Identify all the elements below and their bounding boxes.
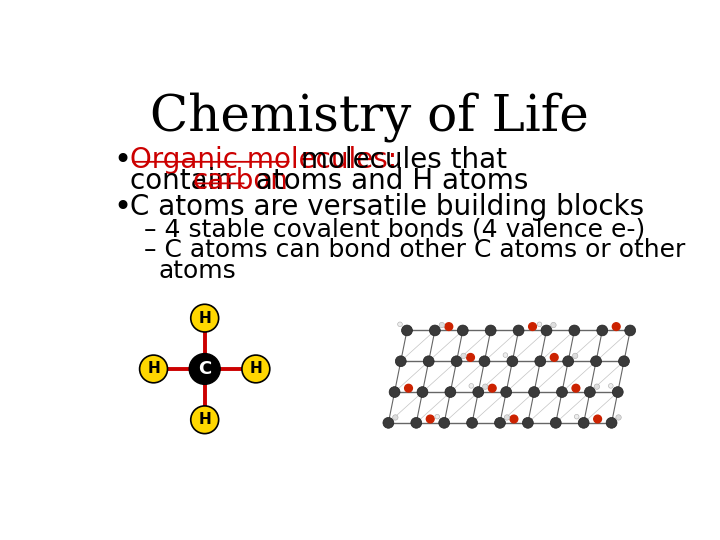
Circle shape [479, 356, 490, 367]
Circle shape [597, 325, 608, 336]
Text: Organic molecules:: Organic molecules: [130, 146, 397, 174]
Circle shape [189, 354, 220, 384]
Circle shape [488, 384, 496, 392]
Circle shape [578, 417, 589, 428]
Circle shape [457, 325, 468, 336]
Circle shape [606, 417, 617, 428]
Circle shape [383, 417, 394, 428]
Circle shape [513, 325, 524, 336]
Circle shape [535, 356, 546, 367]
Text: C: C [198, 360, 212, 378]
Circle shape [140, 355, 168, 383]
Circle shape [411, 417, 422, 428]
Circle shape [495, 417, 505, 428]
Circle shape [585, 387, 595, 397]
Circle shape [608, 383, 613, 388]
Text: carbon: carbon [192, 167, 288, 195]
Circle shape [594, 415, 601, 423]
Circle shape [612, 387, 624, 397]
Circle shape [439, 322, 444, 328]
Circle shape [482, 384, 488, 389]
Circle shape [537, 322, 542, 327]
Text: – C atoms can bond other C atoms or other: – C atoms can bond other C atoms or othe… [144, 238, 685, 262]
Circle shape [572, 353, 578, 359]
Circle shape [242, 355, 270, 383]
Circle shape [191, 406, 219, 434]
Circle shape [392, 415, 398, 420]
Text: C atoms are versatile building blocks: C atoms are versatile building blocks [130, 193, 644, 221]
Circle shape [590, 356, 601, 367]
Text: contain: contain [130, 167, 242, 195]
Text: H: H [198, 310, 211, 326]
Circle shape [510, 415, 518, 423]
Circle shape [191, 304, 219, 332]
Circle shape [528, 323, 536, 330]
Circle shape [405, 384, 413, 392]
Circle shape [575, 414, 579, 419]
Circle shape [550, 354, 558, 361]
Circle shape [550, 417, 561, 428]
Text: H: H [198, 412, 211, 427]
Text: – 4 stable covalent bonds (4 valence e-): – 4 stable covalent bonds (4 valence e-) [144, 217, 646, 241]
Circle shape [423, 356, 434, 367]
Circle shape [563, 356, 574, 367]
Circle shape [616, 415, 621, 420]
Text: •: • [113, 193, 131, 222]
Circle shape [503, 353, 508, 357]
Text: H: H [147, 361, 160, 376]
Text: molecules that: molecules that [292, 146, 506, 174]
Circle shape [541, 325, 552, 336]
Circle shape [402, 325, 413, 336]
Circle shape [435, 414, 439, 419]
Circle shape [507, 356, 518, 367]
Circle shape [572, 384, 580, 392]
Circle shape [445, 387, 456, 397]
Circle shape [557, 387, 567, 397]
Circle shape [594, 384, 600, 389]
Circle shape [426, 415, 434, 423]
Circle shape [625, 325, 636, 336]
Circle shape [467, 417, 477, 428]
Circle shape [389, 387, 400, 397]
Circle shape [467, 354, 474, 361]
Circle shape [528, 387, 539, 397]
Circle shape [618, 356, 629, 367]
Circle shape [417, 387, 428, 397]
Text: •: • [113, 146, 131, 174]
Circle shape [612, 323, 620, 330]
Text: Chemistry of Life: Chemistry of Life [150, 92, 588, 141]
Text: atoms and H atoms: atoms and H atoms [246, 167, 528, 195]
Circle shape [461, 353, 467, 359]
Circle shape [429, 325, 441, 336]
Circle shape [523, 417, 534, 428]
Text: atoms: atoms [158, 259, 236, 283]
Circle shape [485, 325, 496, 336]
Circle shape [469, 383, 474, 388]
Circle shape [569, 325, 580, 336]
Text: H: H [249, 361, 262, 376]
Circle shape [504, 415, 510, 420]
Circle shape [445, 323, 453, 330]
Circle shape [500, 387, 512, 397]
Circle shape [451, 356, 462, 367]
Circle shape [397, 322, 402, 327]
Circle shape [395, 356, 406, 367]
Circle shape [438, 417, 449, 428]
Circle shape [473, 387, 484, 397]
Circle shape [551, 322, 556, 328]
